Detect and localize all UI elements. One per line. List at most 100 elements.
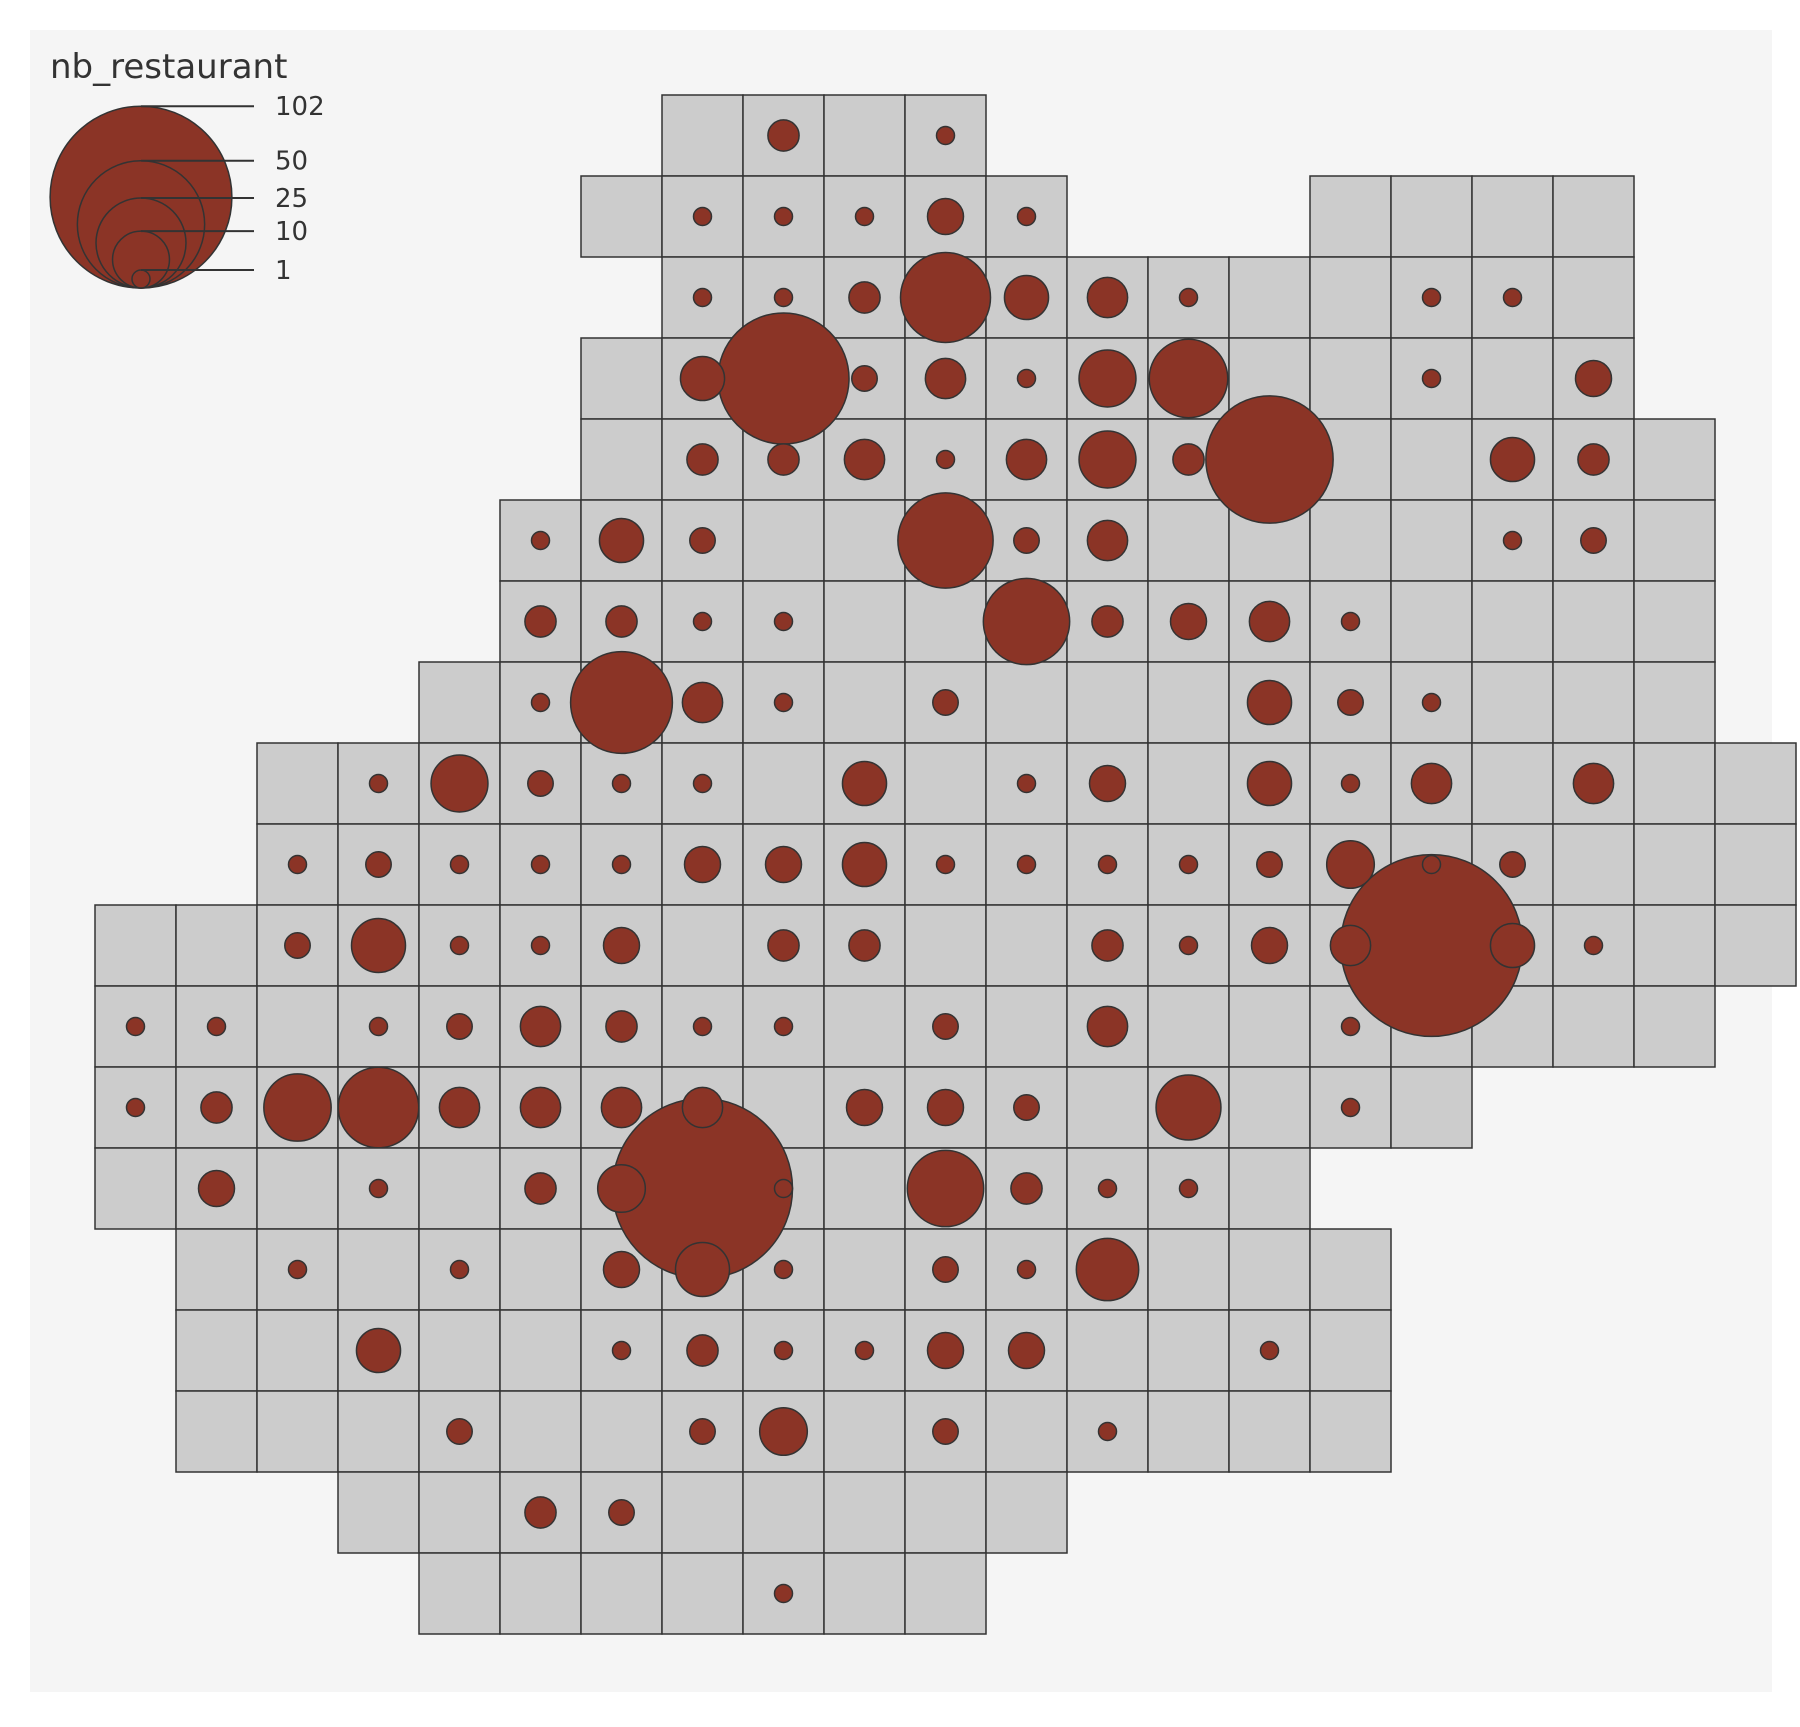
restaurant-symbol [773,1583,794,1604]
restaurant-symbol [683,845,722,884]
restaurant-symbol [1088,764,1127,803]
grid-cell [94,1147,177,1230]
restaurant-symbol [519,1005,562,1048]
restaurant-symbol [602,1250,641,1289]
legend-break-label: 10 [275,217,308,247]
restaurant-symbol [519,1086,562,1129]
grid-cell [1552,580,1635,663]
restaurant-symbol [1340,1097,1361,1118]
restaurant-symbol [1007,1331,1046,1370]
restaurant-symbol [773,1016,794,1037]
grid-cell [499,1228,582,1311]
grid-cell [1714,904,1797,987]
restaurant-symbol [1499,851,1526,878]
restaurant-symbol [446,1013,473,1040]
grid-cell [418,1471,501,1554]
grid-cell [985,985,1068,1068]
grid-cell [1390,418,1473,501]
restaurant-symbol [438,1086,481,1129]
grid-cell [1309,499,1392,582]
grid-cell [1471,661,1554,744]
grid-cell [1471,742,1554,825]
grid-cell [1633,985,1716,1068]
restaurant-symbol [689,527,716,554]
restaurant-symbol [608,1499,635,1526]
grid-cell [499,1309,582,1392]
grid-cell [1552,985,1635,1068]
restaurant-symbol [368,773,389,794]
grid-cell [823,94,906,177]
restaurant-symbol [611,1340,632,1361]
restaurant-symbol [449,854,470,875]
restaurant-symbol [1421,368,1442,389]
restaurant-symbol [446,1418,473,1445]
legend-break-label: 50 [275,147,308,177]
grid-cell [823,1552,906,1635]
restaurant-symbol [1205,395,1334,524]
restaurant-symbol [897,492,994,589]
restaurant-symbol [1325,839,1376,890]
restaurant-symbol [524,605,557,638]
restaurant-symbol [692,1016,713,1037]
grid-cell [1633,661,1716,744]
grid-cell [175,1309,258,1392]
restaurant-symbol [773,1259,794,1280]
grid-cell [499,1390,582,1473]
restaurant-symbol [1502,287,1523,308]
grid-cell [337,1390,420,1473]
grid-cell [1633,823,1716,906]
grid-cell [661,1471,744,1554]
grid-cell [1714,742,1797,825]
restaurant-symbol [1246,760,1293,807]
restaurant-symbol [773,1340,794,1361]
grid-cell [1147,985,1230,1068]
restaurant-symbol [1337,689,1364,716]
grid-cell [418,1309,501,1392]
restaurant-symbol [848,281,881,314]
restaurant-symbol [1075,1237,1140,1302]
restaurant-symbol [1078,349,1137,408]
restaurant-symbol [1340,611,1361,632]
legend-break-label: 102 [275,92,325,122]
restaurant-symbol [1013,1094,1040,1121]
restaurant-symbol [686,1334,719,1367]
restaurant-symbol [1005,438,1048,481]
restaurant-symbol [1010,1172,1043,1205]
restaurant-symbol [125,1097,146,1118]
restaurant-symbol [841,760,888,807]
restaurant-symbol [932,1256,959,1283]
restaurant-symbol [611,854,632,875]
restaurant-symbol [717,312,850,445]
grid-cell [1309,1390,1392,1473]
restaurant-symbol [430,754,489,813]
restaurant-symbol [932,1013,959,1040]
grid-cell [580,1390,663,1473]
restaurant-symbol [764,845,803,884]
restaurant-symbol [530,692,551,713]
restaurant-symbol [1340,773,1361,794]
grid-cell [985,823,1068,906]
restaurant-symbol [1421,692,1442,713]
grid-cell [580,175,663,258]
grid-cell [661,904,744,987]
grid-cell [580,337,663,420]
restaurant-symbol [767,929,800,962]
restaurant-symbol [1421,287,1442,308]
restaurant-symbol [1489,436,1536,483]
restaurant-symbol [758,1406,809,1457]
restaurant-symbol [1016,368,1037,389]
grid-cell [904,580,987,663]
restaurant-symbol [530,935,551,956]
restaurant-symbol [1574,359,1613,398]
grid-cell [1390,1066,1473,1149]
restaurant-symbol [596,1163,647,1214]
legend-circle [131,269,151,289]
restaurant-symbol [899,251,992,344]
restaurant-symbol [1097,854,1118,875]
legend-break-label: 25 [275,184,308,214]
grid-cell [1633,418,1716,501]
grid-cell [1147,661,1230,744]
restaurant-symbol [689,1418,716,1445]
restaurant-symbol [1148,338,1229,419]
